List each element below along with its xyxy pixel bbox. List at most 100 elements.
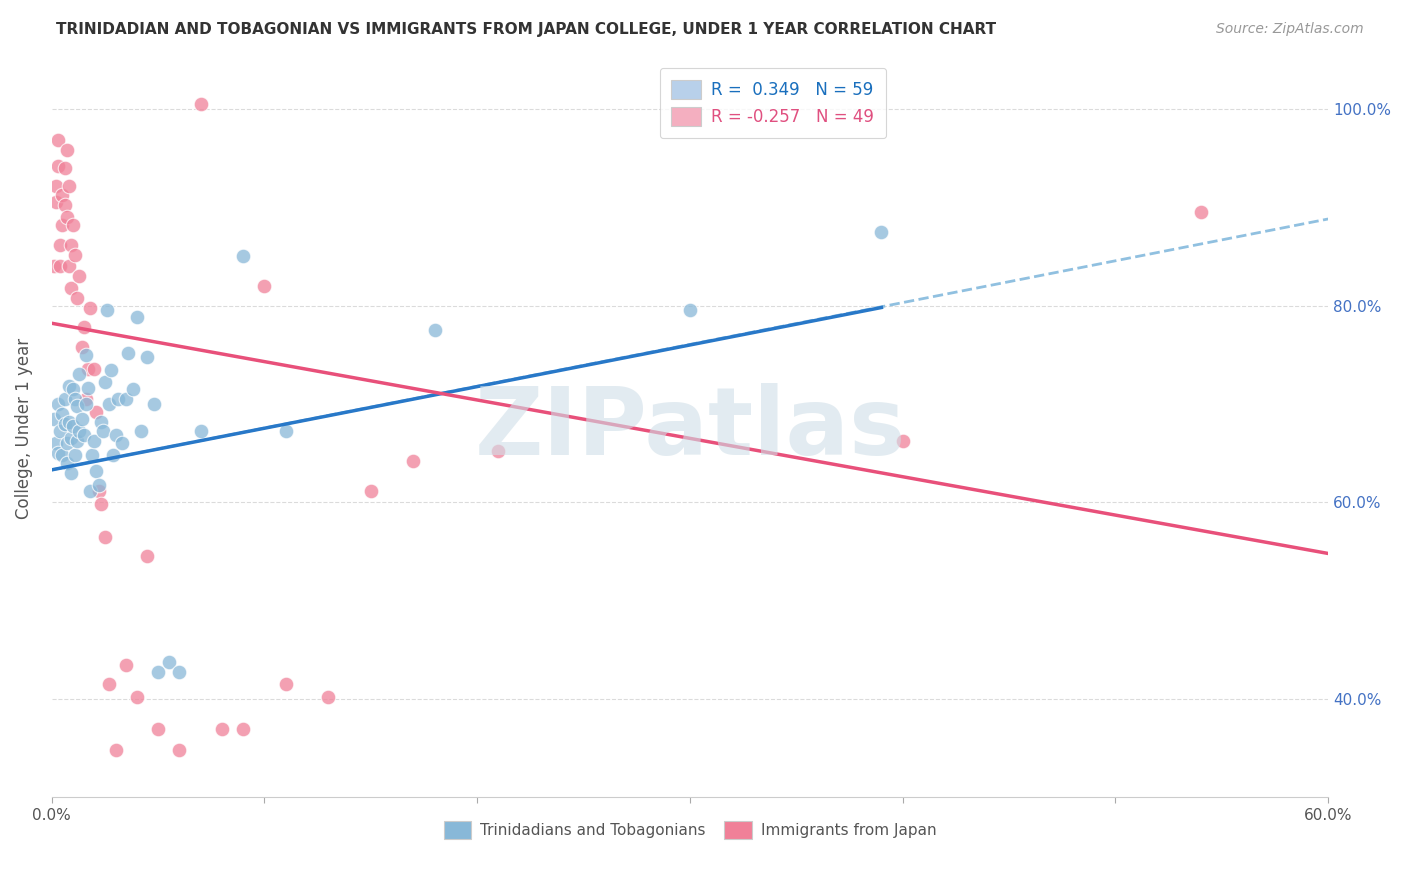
Point — [55, 143, 77, 157]
Point — [62, 418, 84, 433]
Point — [66, 399, 89, 413]
Point — [53, 161, 76, 175]
Point — [129, 425, 152, 439]
Point — [70, 411, 93, 425]
Point — [70, 340, 93, 354]
Point — [891, 434, 914, 449]
Point — [77, 362, 100, 376]
Point — [211, 722, 233, 736]
Point — [75, 397, 97, 411]
Point — [146, 665, 169, 679]
Point — [98, 677, 121, 691]
Point — [55, 456, 77, 470]
Point — [63, 248, 86, 262]
Point — [58, 178, 80, 193]
Point — [94, 376, 117, 390]
Point — [46, 133, 69, 147]
Point — [104, 428, 127, 442]
Point — [66, 434, 89, 449]
Point — [73, 320, 96, 334]
Point — [75, 392, 97, 406]
Point — [679, 303, 702, 318]
Point — [87, 483, 110, 498]
Point — [45, 178, 67, 193]
Point — [58, 259, 80, 273]
Point — [142, 397, 165, 411]
Point — [67, 268, 90, 283]
Point — [86, 464, 108, 478]
Point — [316, 690, 339, 705]
Point — [62, 382, 84, 396]
Point — [77, 381, 100, 395]
Point — [51, 218, 73, 232]
Point — [51, 188, 73, 202]
Point — [53, 417, 76, 431]
Point — [59, 466, 82, 480]
Point — [274, 677, 297, 691]
Point — [96, 303, 118, 318]
Point — [51, 448, 73, 462]
Point — [63, 392, 86, 406]
Legend: Trinidadians and Tobagonians, Immigrants from Japan: Trinidadians and Tobagonians, Immigrants… — [437, 815, 942, 845]
Point — [232, 249, 254, 263]
Point — [53, 392, 76, 406]
Point — [83, 434, 105, 449]
Point — [66, 291, 89, 305]
Y-axis label: College, Under 1 year: College, Under 1 year — [15, 338, 32, 519]
Point — [104, 743, 127, 757]
Point — [253, 278, 276, 293]
Point — [91, 425, 114, 439]
Point — [136, 549, 159, 564]
Point — [274, 425, 297, 439]
Point — [79, 301, 101, 315]
Point — [55, 210, 77, 224]
Point — [67, 368, 90, 382]
Point — [125, 690, 148, 705]
Point — [45, 195, 67, 210]
Point — [402, 454, 425, 468]
Point — [90, 415, 112, 429]
Point — [190, 425, 212, 439]
Point — [125, 310, 148, 325]
Point — [107, 392, 129, 406]
Point — [146, 722, 169, 736]
Point — [488, 444, 510, 458]
Point — [87, 477, 110, 491]
Point — [63, 448, 86, 462]
Point — [58, 415, 80, 429]
Point — [169, 743, 191, 757]
Point — [136, 350, 159, 364]
Point — [49, 259, 72, 273]
Point — [90, 497, 112, 511]
Point — [79, 483, 101, 498]
Point — [75, 348, 97, 362]
Point — [59, 237, 82, 252]
Point — [121, 382, 143, 396]
Point — [45, 436, 67, 450]
Point — [73, 428, 96, 442]
Point — [59, 281, 82, 295]
Point — [870, 225, 893, 239]
Text: TRINIDADIAN AND TOBAGONIAN VS IMMIGRANTS FROM JAPAN COLLEGE, UNDER 1 YEAR CORREL: TRINIDADIAN AND TOBAGONIAN VS IMMIGRANTS… — [56, 22, 997, 37]
Point — [49, 237, 72, 252]
Point — [190, 96, 212, 111]
Point — [42, 259, 65, 273]
Point — [55, 436, 77, 450]
Point — [58, 379, 80, 393]
Point — [42, 411, 65, 425]
Point — [103, 448, 125, 462]
Point — [157, 655, 180, 669]
Point — [49, 425, 72, 439]
Point — [53, 198, 76, 212]
Point — [115, 392, 138, 406]
Point — [59, 431, 82, 445]
Point — [67, 425, 90, 439]
Point — [82, 448, 104, 462]
Point — [46, 446, 69, 460]
Point — [115, 657, 138, 672]
Point — [86, 405, 108, 419]
Point — [423, 323, 446, 337]
Point — [1189, 205, 1212, 219]
Point — [98, 397, 121, 411]
Point — [46, 159, 69, 173]
